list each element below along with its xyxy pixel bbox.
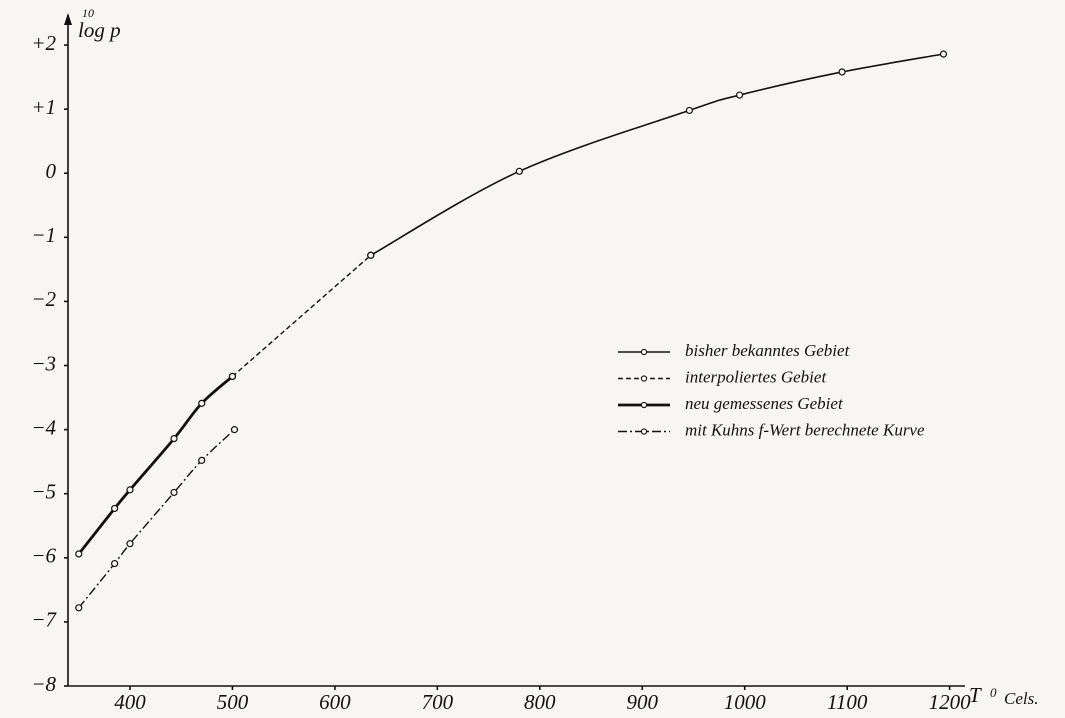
data-point: [230, 426, 239, 434]
data-point: [735, 91, 744, 99]
x-tick-label: 800: [524, 690, 556, 714]
legend-marker: [640, 428, 648, 435]
y-tick-label: 0: [46, 159, 57, 183]
x-label-superscript: 0: [990, 685, 997, 700]
legend-label: interpoliertes Gebiet: [685, 367, 827, 386]
data-point: [367, 251, 375, 259]
y-axis-arrow: [64, 13, 72, 25]
series-line: [78, 429, 235, 609]
data-point: [111, 504, 119, 513]
data-point: [685, 106, 693, 115]
x-tick-label: 400: [114, 690, 146, 714]
x-tick-label: 1200: [929, 690, 972, 714]
legend-marker: [640, 375, 648, 382]
y-tick-label: −6: [31, 544, 56, 568]
data-point: [939, 50, 948, 58]
data-point: [126, 486, 134, 494]
legend-marker: [640, 348, 648, 356]
x-label-unit: Cels.: [1004, 689, 1038, 708]
x-tick-label: 700: [422, 690, 454, 714]
data-point: [75, 550, 83, 558]
data-point: [198, 456, 206, 464]
data-point: [170, 434, 178, 443]
data-point: [126, 540, 134, 548]
y-tick-label: −3: [31, 351, 56, 375]
y-tick-label: −2: [31, 287, 56, 311]
data-point: [838, 68, 846, 76]
x-tick-label: 500: [217, 690, 249, 714]
series-line: [370, 53, 944, 256]
y-label-superscript: 10: [82, 6, 94, 20]
x-tick-label: 900: [627, 690, 659, 714]
data-point: [75, 604, 83, 612]
legend-label: bisher bekanntes Gebiet: [685, 341, 851, 360]
y-tick-label: −4: [31, 415, 56, 439]
data-point: [111, 559, 119, 568]
y-tick-label: +1: [31, 95, 56, 119]
y-tick-label: −8: [31, 672, 56, 696]
legend-label: neu gemessenes Gebiet: [685, 394, 844, 413]
y-tick-label: −1: [31, 223, 56, 247]
series-line: [77, 375, 234, 555]
y-tick-label: −5: [31, 480, 56, 504]
data-point: [198, 399, 206, 407]
legend-label: mit Kuhns f-Wert berechnete Kurve: [685, 420, 925, 439]
x-tick-label: 1100: [827, 690, 868, 714]
data-point: [515, 167, 523, 175]
x-tick-label: 600: [319, 690, 351, 714]
x-tick-label: 1000: [724, 690, 767, 714]
data-point: [170, 488, 178, 497]
legend-marker: [640, 401, 648, 409]
x-label: T: [969, 683, 982, 707]
y-label: log p: [78, 18, 121, 42]
y-tick-label: −7: [31, 608, 57, 632]
y-tick-label: +2: [31, 31, 56, 55]
data-point: [228, 372, 237, 381]
series-line: [231, 254, 372, 377]
